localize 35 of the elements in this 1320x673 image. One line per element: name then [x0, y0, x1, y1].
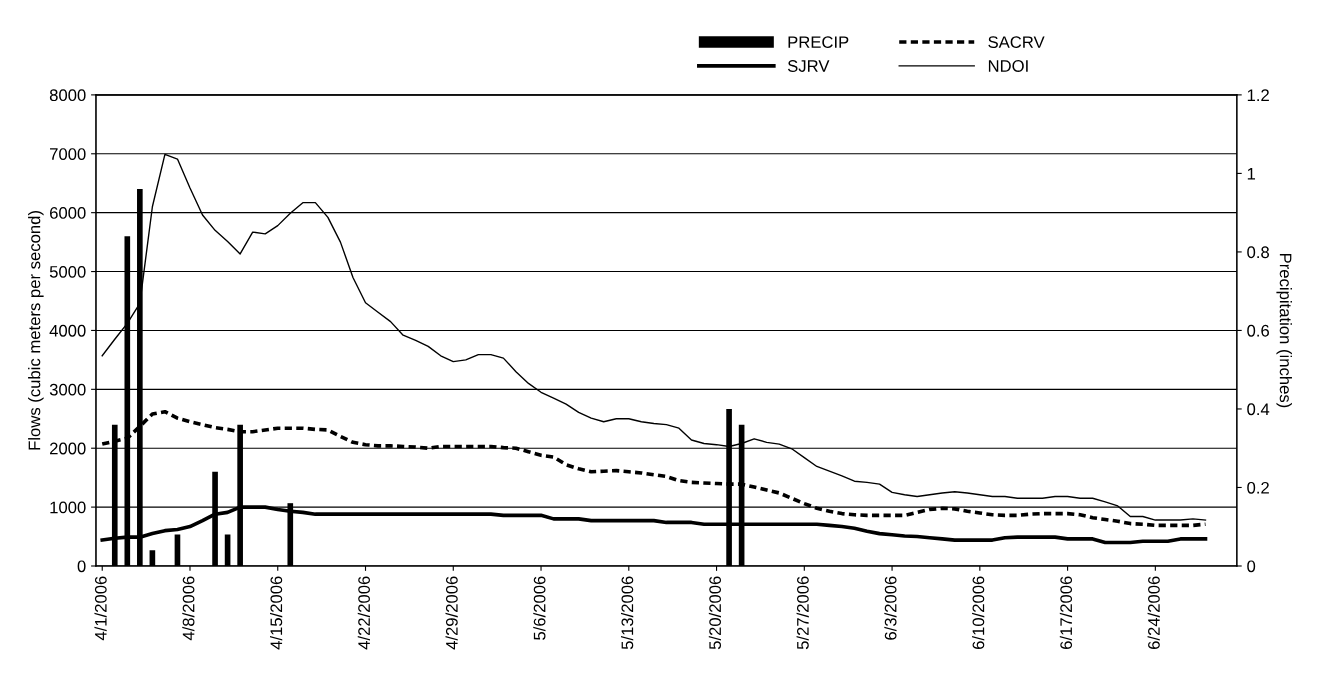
x-tick-label: 5/13/2006 — [621, 576, 634, 650]
y2-tick-label: 0 — [1247, 560, 1256, 573]
y2-tick-label: 1 — [1247, 167, 1256, 180]
y-tick-label: 6000 — [50, 207, 86, 219]
y-tick-label: 0 — [77, 560, 86, 573]
x-tick-label: 5/6/2006 — [533, 576, 546, 640]
x-tick-label: 6/17/2006 — [1059, 576, 1073, 650]
y-tick-label: 2000 — [50, 442, 86, 455]
x-tick-label: 4/1/2006 — [94, 576, 107, 641]
y-tick-label: 5000 — [49, 265, 86, 278]
y2-axis-title: Precipitation (inches) — [1276, 254, 1292, 408]
x-tick-label: 4/8/2006 — [182, 576, 195, 641]
y2-tick-label: 0.4 — [1247, 403, 1270, 416]
y-tick-label: 8000 — [49, 89, 86, 102]
y-tick-label: 7000 — [50, 148, 86, 160]
y2-tick-label: 0.2 — [1247, 481, 1269, 494]
legend-label: SJRV — [787, 60, 830, 72]
y2-tick-label: 0.8 — [1247, 246, 1270, 259]
x-tick-label: 6/10/2006 — [972, 576, 985, 650]
legend-label: SACRV — [988, 36, 1045, 49]
y2-tick-label: 1.2 — [1247, 89, 1269, 101]
x-tick-label: 6/3/2006 — [884, 576, 897, 640]
y-tick-label: 4000 — [49, 324, 86, 337]
x-tick-label: 4/29/2006 — [445, 576, 458, 650]
x-tick-label: 5/27/2006 — [796, 576, 809, 650]
x-tick-label: 5/20/2006 — [708, 576, 722, 650]
legend-label: PRECIP — [788, 36, 849, 49]
y2-tick-label: 0.6 — [1247, 324, 1269, 337]
y-axis-title: Flows (cubic meters per second) — [28, 211, 44, 450]
y-tick-label: 1000 — [50, 501, 86, 514]
y-tick-label: 3000 — [49, 383, 86, 396]
x-tick-label: 4/15/2006 — [269, 576, 283, 650]
legend-label: NDOI — [988, 60, 1028, 72]
x-tick-label: 4/22/2006 — [357, 576, 370, 650]
x-tick-label: 6/24/2006 — [1147, 576, 1160, 650]
